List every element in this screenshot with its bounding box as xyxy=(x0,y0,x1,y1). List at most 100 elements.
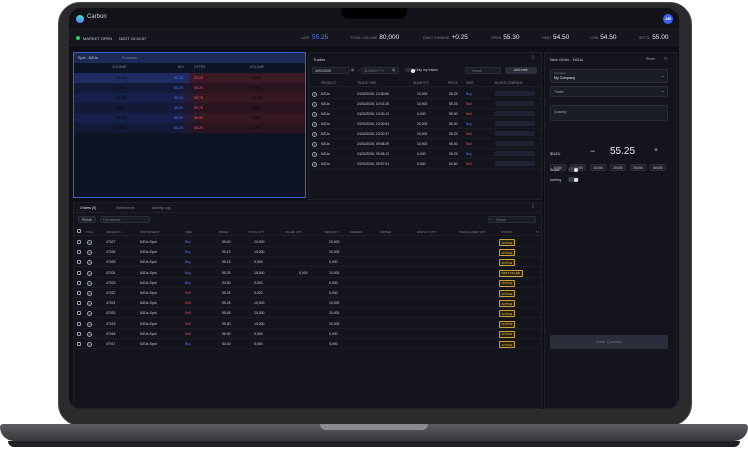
orders-search-input[interactable]: Search xyxy=(488,216,536,223)
add-circle-icon[interactable]: + xyxy=(312,162,317,167)
offer-price: 55.25 xyxy=(194,76,203,80)
app-name: Carbon xyxy=(87,14,107,20)
date-from-calendar-icon[interactable]: ▦ xyxy=(351,68,355,72)
pull-icon[interactable]: × xyxy=(87,240,92,245)
pull-icon[interactable]: × xyxy=(87,280,92,286)
status-badge: ACTIVE xyxy=(499,290,515,297)
chevron-down-icon: ⌄ xyxy=(661,88,665,93)
pull-icon[interactable]: × xyxy=(87,301,92,307)
row-checkbox[interactable] xyxy=(77,342,81,346)
company-select[interactable]: Company My Company ⌄ xyxy=(550,69,668,83)
add-circle-icon[interactable]: + xyxy=(312,112,317,117)
qty-chip-50000[interactable]: 50,000 xyxy=(650,164,666,171)
price-increment-button[interactable]: + xyxy=(654,147,659,154)
row-checkbox[interactable] xyxy=(77,270,81,275)
tab-forwards[interactable]: Forwards xyxy=(122,56,137,60)
iceberg-toggle[interactable] xyxy=(568,177,579,182)
row-checkbox[interactable] xyxy=(77,301,81,306)
order-side: Sell xyxy=(185,331,191,336)
order-instrument: NZUs Spot xyxy=(140,250,157,255)
add-circle-icon[interactable]: + xyxy=(312,142,317,147)
tab-settlements[interactable]: Settlements xyxy=(116,206,135,210)
add-circle-icon[interactable]: + xyxy=(312,122,317,127)
date-to-calendar-icon[interactable]: ▦ xyxy=(392,68,396,72)
row-checkbox[interactable] xyxy=(77,331,81,336)
order-id: 47022 xyxy=(106,291,116,295)
add-circle-icon[interactable]: + xyxy=(312,92,317,97)
trades-header: PRODUCT TRADE TIME QUANTITY PRICE SIDE B… xyxy=(309,79,541,87)
app-header: Carbon AB xyxy=(69,8,679,30)
buyer-company-redacted xyxy=(495,121,535,126)
tab-activity-log[interactable]: Activity Log xyxy=(152,206,171,210)
row-checkbox[interactable] xyxy=(77,291,81,295)
status-badge: ACTIVE xyxy=(499,279,515,287)
date-to-input[interactable]: DD/MM/YYYY xyxy=(361,67,399,74)
filter-input[interactable]: Full address xyxy=(100,216,150,223)
bid-volume: 5,000 xyxy=(116,126,125,130)
sniper-toggle[interactable] xyxy=(568,167,579,172)
pull-all-button[interactable]: Pull all xyxy=(78,216,96,223)
qty-chip-5000[interactable]: 5,000 xyxy=(550,164,566,171)
trades-panel: Trades ⇩ 24/02/2026 ▦ — DD/MM/YYYY ▦ Onl… xyxy=(308,52,542,200)
trade-product: NZUs xyxy=(321,112,330,116)
camera-notch xyxy=(341,8,407,19)
orderbook-row[interactable]: 10,000 55.25 55.25 5,000 xyxy=(74,73,305,83)
trade-price: 55.30 xyxy=(449,142,458,146)
order-rem-qty: 10,000 xyxy=(329,270,340,275)
qty-chip-25000[interactable]: 25,000 xyxy=(630,164,646,171)
avatar[interactable]: AB xyxy=(663,14,673,24)
date-from-input[interactable]: 24/02/2026 xyxy=(312,67,350,74)
download-icon[interactable]: ⇩ xyxy=(531,55,536,61)
orders-download-icon[interactable]: ⇩ xyxy=(531,204,536,210)
order-instrument: NZUs Spot xyxy=(140,301,157,306)
trade-quantity: 10,000 xyxy=(417,142,428,146)
bid-volume: 10,000 xyxy=(116,76,127,80)
tab-orders[interactable]: Orders (0) xyxy=(80,206,97,210)
pull-icon[interactable]: × xyxy=(87,331,92,337)
order-id: 47020 xyxy=(106,311,116,316)
add-circle-icon[interactable]: + xyxy=(312,132,317,137)
orderbook-row[interactable]: 10,000 55.25 55.75 10,000 xyxy=(74,93,305,103)
pull-icon[interactable]: × xyxy=(87,342,92,347)
order-price: 55.15 xyxy=(222,260,231,265)
trader-select[interactable]: Trader ⌄ xyxy=(550,86,668,97)
orderbook-row[interactable]: 10,000 55.00 56.00 5,000 xyxy=(74,113,305,123)
table-row: × 47017 NZUs Spot Buy 54.40 5,000 5,000 ACTIVE xyxy=(74,339,541,349)
row-checkbox[interactable] xyxy=(77,280,81,285)
row-checkbox[interactable] xyxy=(77,311,81,316)
bid-price: 55.25 xyxy=(174,106,183,110)
qty-chip-15000[interactable]: 15,000 xyxy=(590,164,606,171)
add-trade-button[interactable]: Add trade xyxy=(505,67,537,74)
pull-icon[interactable]: × xyxy=(87,260,92,266)
order-rem-qty: 5,000 xyxy=(329,342,338,346)
tab-spot[interactable]: Spot - NZUs xyxy=(78,56,98,60)
price-decrement-button[interactable]: − xyxy=(590,146,596,156)
add-circle-icon[interactable]: + xyxy=(312,152,317,157)
reset-button[interactable]: Reset xyxy=(646,57,655,61)
row-checkbox[interactable] xyxy=(77,250,81,255)
only-my-trades-toggle[interactable] xyxy=(405,68,415,73)
row-checkbox[interactable] xyxy=(77,260,81,265)
pull-icon[interactable]: × xyxy=(87,291,92,296)
order-id: 47017 xyxy=(106,342,116,346)
orderbook-row[interactable]: 5,000 55.25 55.25 5,000 xyxy=(74,123,305,133)
orderbook-row[interactable]: 5,000 55.25 55.75 5,000 xyxy=(74,103,305,113)
enter-quantity-button[interactable]: Enter Quantity xyxy=(550,335,668,349)
orderbook-row[interactable]: 5,000 55.20 55.25 5,000 xyxy=(74,83,305,93)
order-side: Buy xyxy=(185,240,191,244)
pull-icon[interactable]: × xyxy=(87,270,92,276)
reset-icon[interactable]: ↻ xyxy=(664,56,668,61)
trades-search-input[interactable]: Search xyxy=(465,67,501,74)
offer-volume: 5,000 xyxy=(252,116,261,120)
add-circle-icon[interactable]: + xyxy=(312,102,317,107)
pull-icon[interactable]: × xyxy=(87,311,92,317)
pull-icon[interactable]: × xyxy=(87,321,92,327)
row-checkbox[interactable] xyxy=(77,321,81,326)
quantity-input[interactable]: Quantity xyxy=(550,105,668,121)
pull-icon[interactable]: × xyxy=(87,250,92,256)
trades-title: Trades xyxy=(313,57,326,62)
search-icon: ⌕ xyxy=(467,68,469,72)
row-checkbox[interactable] xyxy=(77,240,81,244)
select-all-checkbox[interactable] xyxy=(77,229,81,233)
qty-chip-20000[interactable]: 20,000 xyxy=(610,164,626,171)
